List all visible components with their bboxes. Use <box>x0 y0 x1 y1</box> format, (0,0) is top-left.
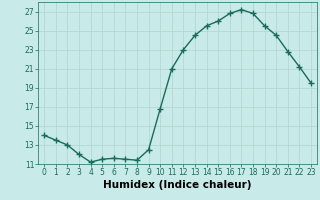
X-axis label: Humidex (Indice chaleur): Humidex (Indice chaleur) <box>103 180 252 190</box>
